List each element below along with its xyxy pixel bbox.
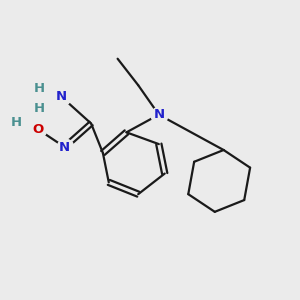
Text: O: O: [32, 123, 44, 136]
Text: H: H: [34, 102, 45, 115]
Text: N: N: [59, 141, 70, 154]
Text: H: H: [11, 116, 22, 128]
Text: H: H: [34, 82, 45, 95]
Text: N: N: [153, 108, 164, 121]
Text: N: N: [56, 91, 67, 103]
